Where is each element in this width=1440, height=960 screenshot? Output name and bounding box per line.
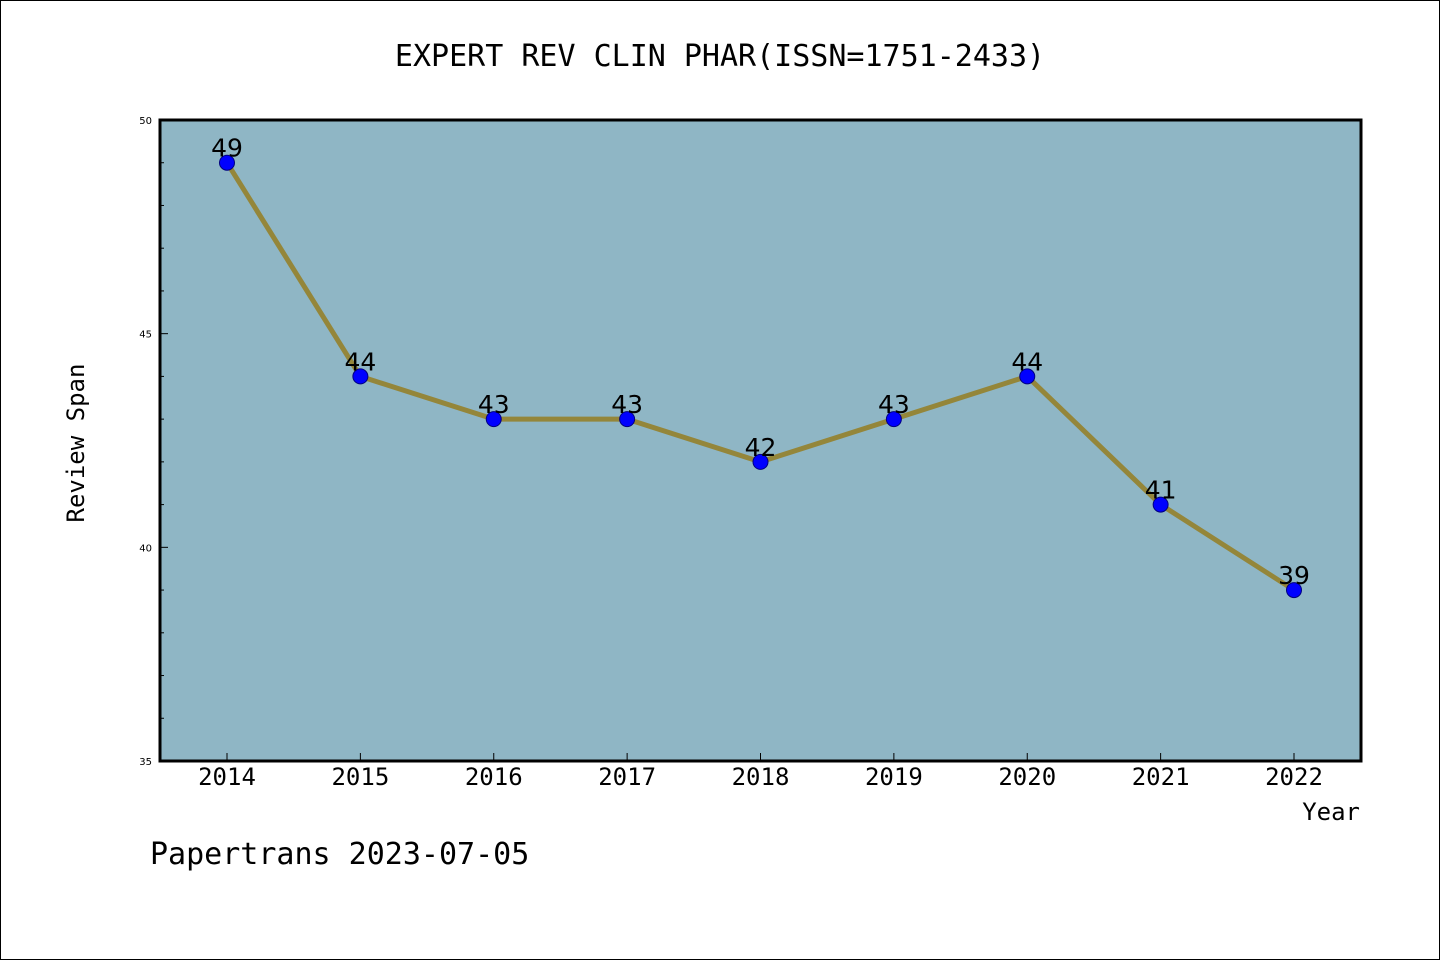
data-label: 44 xyxy=(1011,347,1043,376)
x-tick-label: 2021 xyxy=(1132,763,1190,791)
data-point xyxy=(219,154,235,171)
x-tick-label: 2020 xyxy=(998,763,1056,791)
chart-title: EXPERT REV CLIN PHAR(ISSN=1751-2433) xyxy=(395,39,1045,74)
data-label: 43 xyxy=(478,390,510,419)
data-point xyxy=(352,368,369,385)
plot-border xyxy=(158,118,1363,763)
y-tick-label: 40 xyxy=(139,543,152,554)
y-axis-label: Review Span xyxy=(62,364,90,523)
x-tick-label: 2022 xyxy=(1265,763,1323,791)
data-label: 41 xyxy=(1145,476,1177,505)
x-tick-label: 2014 xyxy=(198,763,256,791)
plot-area xyxy=(160,120,1361,761)
data-point xyxy=(1152,496,1169,513)
x-axis-ticks: 2014 2015 2016 2017 2018 2019 2020 2021 2022 xyxy=(198,753,1323,791)
data-point xyxy=(619,411,636,428)
data-point xyxy=(485,411,502,428)
data-point xyxy=(752,453,769,470)
footer-stamp: Papertrans 2023-07-05 xyxy=(150,837,529,872)
x-tick-label: 2019 xyxy=(865,763,923,791)
series-layer: 49 44 43 43 42 43 44 41 39 xyxy=(211,134,1310,599)
data-point xyxy=(885,411,902,428)
data-point xyxy=(1286,582,1302,599)
data-label: 49 xyxy=(211,134,243,163)
y-tick-label: 50 xyxy=(139,116,152,127)
x-axis-label: Year xyxy=(1302,798,1360,826)
data-label: 43 xyxy=(611,390,643,419)
x-tick-label: 2018 xyxy=(732,763,790,791)
y-tick-label: 35 xyxy=(139,757,152,768)
data-label: 39 xyxy=(1278,561,1310,590)
data-label: 44 xyxy=(344,347,376,376)
data-label: 42 xyxy=(745,433,777,462)
y-tick-label: 45 xyxy=(139,330,152,341)
x-tick-label: 2015 xyxy=(331,763,389,791)
data-label: 43 xyxy=(878,390,910,419)
data-point xyxy=(1019,368,1036,385)
x-tick-label: 2017 xyxy=(598,763,656,791)
x-tick-label: 2016 xyxy=(465,763,523,791)
